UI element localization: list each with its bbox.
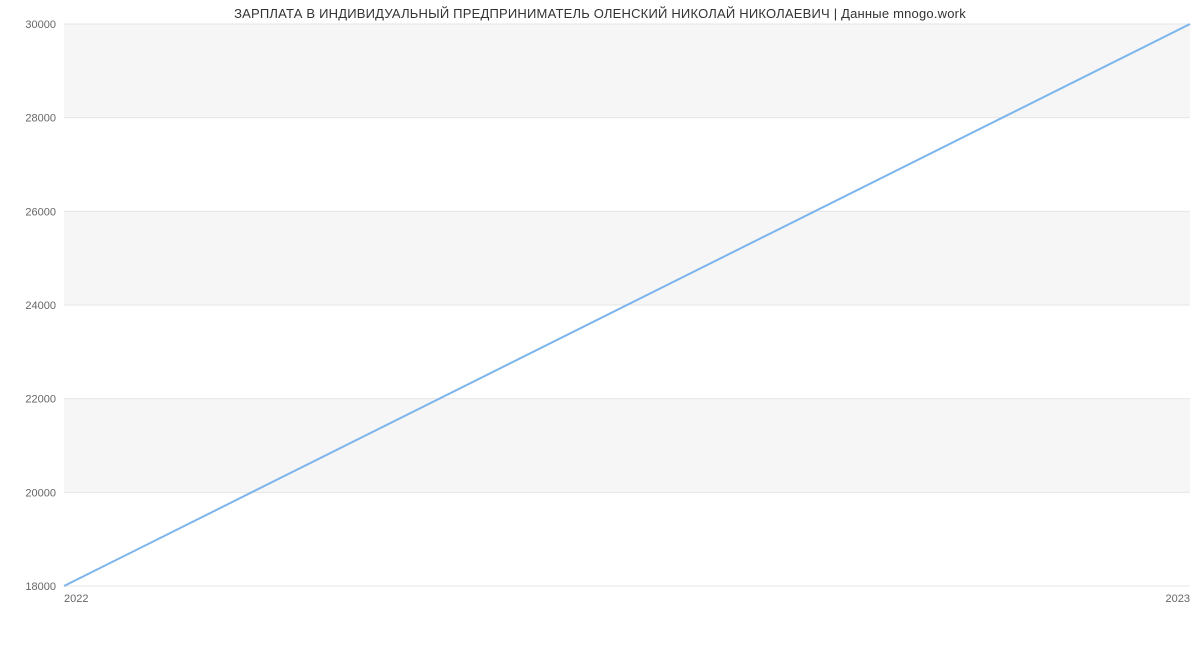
- chart-title: ЗАРПЛАТА В ИНДИВИДУАЛЬНЫЙ ПРЕДПРИНИМАТЕЛ…: [0, 6, 1200, 21]
- x-tick-label: 2023: [1166, 593, 1190, 605]
- y-tick-label: 20000: [25, 487, 56, 499]
- y-tick-label: 18000: [25, 581, 56, 593]
- x-tick-label: 2022: [64, 593, 88, 605]
- salary-line-chart: ЗАРПЛАТА В ИНДИВИДУАЛЬНЫЙ ПРЕДПРИНИМАТЕЛ…: [0, 0, 1200, 650]
- y-tick-label: 26000: [25, 206, 56, 218]
- plot-band: [64, 399, 1190, 493]
- y-tick-label: 24000: [25, 300, 56, 312]
- chart-svg: 1800020000220002400026000280003000020222…: [0, 0, 1200, 650]
- plot-band: [64, 24, 1190, 118]
- y-tick-label: 28000: [25, 113, 56, 125]
- plot-band: [64, 211, 1190, 305]
- y-tick-label: 22000: [25, 394, 56, 406]
